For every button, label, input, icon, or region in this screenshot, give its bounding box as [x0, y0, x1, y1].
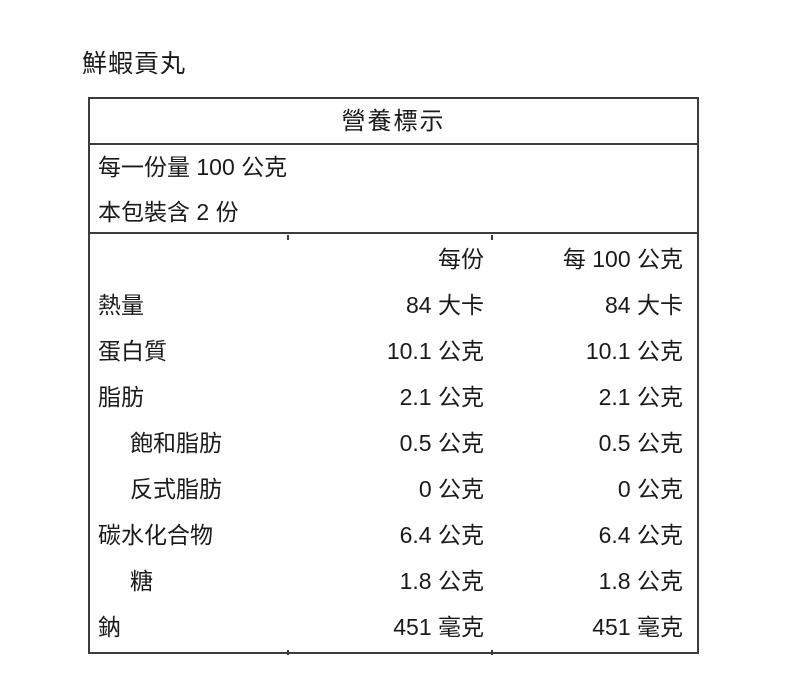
grid-tick	[287, 235, 289, 240]
row-label: 脂肪	[98, 384, 144, 410]
row-label: 反式脂肪	[130, 476, 222, 502]
row-value-per-serving: 6.4 公克	[399, 522, 484, 548]
nutrition-table-title: 營養標示	[90, 99, 697, 145]
table-row-sodium: 鈉 451 毫克 451 毫克	[90, 602, 697, 648]
row-value-per-serving: 10.1 公克	[386, 338, 484, 364]
table-row-protein: 蛋白質 10.1 公克 10.1 公克	[90, 326, 697, 372]
row-value-per-100g: 0 公克	[617, 476, 683, 502]
nutrition-table: 營養標示 每一份量 100 公克 本包裝含 2 份 每份 每 100 公克 熱量…	[88, 97, 699, 654]
row-value-per-100g: 1.8 公克	[598, 568, 683, 594]
row-value-per-100g: 2.1 公克	[598, 384, 683, 410]
row-value-per-serving: 84 大卡	[406, 292, 484, 318]
row-value-per-100g: 0.5 公克	[598, 430, 683, 456]
row-value-per-100g: 6.4 公克	[598, 522, 683, 548]
row-label: 鈉	[98, 614, 121, 640]
table-row-calories: 熱量 84 大卡 84 大卡	[90, 280, 697, 326]
table-row-carbohydrate: 碳水化合物 6.4 公克 6.4 公克	[90, 510, 697, 556]
row-label: 飽和脂肪	[130, 430, 222, 456]
row-label: 熱量	[98, 292, 144, 318]
row-value-per-100g: 451 毫克	[592, 614, 683, 640]
grid-tick	[491, 235, 493, 240]
grid-tick	[287, 650, 289, 655]
servings-per-package-line: 本包裝含 2 份	[90, 190, 697, 234]
table-row-trans-fat: 反式脂肪 0 公克 0 公克	[90, 464, 697, 510]
row-label: 碳水化合物	[98, 522, 213, 548]
row-value-per-serving: 0 公克	[418, 476, 484, 502]
row-value-per-100g: 84 大卡	[605, 292, 683, 318]
column-header-row: 每份 每 100 公克	[90, 234, 697, 280]
table-row-saturated-fat: 飽和脂肪 0.5 公克 0.5 公克	[90, 418, 697, 464]
table-row-fat: 脂肪 2.1 公克 2.1 公克	[90, 372, 697, 418]
row-label: 蛋白質	[98, 338, 167, 364]
serving-size-line: 每一份量 100 公克	[98, 154, 288, 180]
product-title: 鮮蝦貢丸	[82, 50, 187, 78]
row-value-per-100g: 10.1 公克	[585, 338, 683, 364]
row-value-per-serving: 0.5 公克	[399, 430, 484, 456]
column-header-per-100g: 每 100 公克	[562, 246, 683, 272]
row-value-per-serving: 451 毫克	[393, 614, 484, 640]
table-row-sugar: 糖 1.8 公克 1.8 公克	[90, 556, 697, 602]
column-header-per-serving: 每份	[438, 246, 484, 272]
row-value-per-serving: 2.1 公克	[399, 384, 484, 410]
grid-tick	[491, 650, 493, 655]
row-label: 糖	[130, 568, 153, 594]
row-value-per-serving: 1.8 公克	[399, 568, 484, 594]
